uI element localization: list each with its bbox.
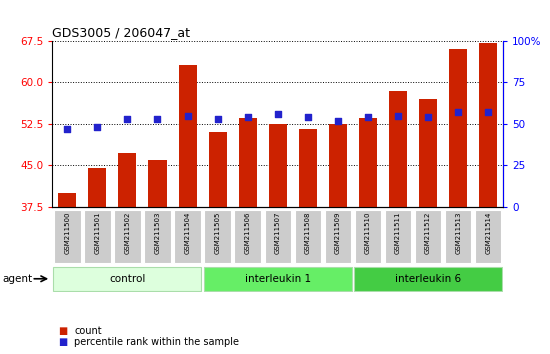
Bar xyxy=(269,124,287,207)
Bar xyxy=(89,168,106,207)
Text: GSM211511: GSM211511 xyxy=(395,212,401,254)
Text: GSM211513: GSM211513 xyxy=(455,212,461,254)
Text: GSM211504: GSM211504 xyxy=(185,212,190,254)
Bar xyxy=(329,124,347,207)
Point xyxy=(364,114,372,120)
FancyBboxPatch shape xyxy=(144,210,170,263)
FancyBboxPatch shape xyxy=(234,210,261,263)
Point xyxy=(243,114,252,120)
Point xyxy=(123,116,132,122)
Text: interleukin 6: interleukin 6 xyxy=(395,274,461,284)
FancyBboxPatch shape xyxy=(385,210,411,263)
FancyBboxPatch shape xyxy=(114,210,141,263)
Bar xyxy=(419,99,437,207)
Text: count: count xyxy=(74,326,102,336)
FancyBboxPatch shape xyxy=(295,210,321,263)
Text: GSM211510: GSM211510 xyxy=(365,212,371,254)
Point xyxy=(454,109,463,115)
Text: GSM211514: GSM211514 xyxy=(485,212,491,254)
Point xyxy=(424,114,432,120)
FancyBboxPatch shape xyxy=(324,210,351,263)
Point xyxy=(183,113,192,118)
FancyBboxPatch shape xyxy=(53,267,201,291)
FancyBboxPatch shape xyxy=(265,210,291,263)
Text: ■: ■ xyxy=(58,326,67,336)
Bar xyxy=(179,64,196,207)
Point xyxy=(394,113,403,118)
Point xyxy=(93,124,102,130)
Text: GSM211512: GSM211512 xyxy=(425,212,431,254)
Bar xyxy=(299,130,317,207)
FancyBboxPatch shape xyxy=(445,210,471,263)
Bar xyxy=(389,91,407,207)
Point xyxy=(333,118,342,124)
Text: GSM211508: GSM211508 xyxy=(305,212,311,254)
Text: GSM211503: GSM211503 xyxy=(155,212,161,254)
Bar xyxy=(148,160,167,207)
Text: GDS3005 / 206047_at: GDS3005 / 206047_at xyxy=(52,26,190,39)
Text: control: control xyxy=(109,274,146,284)
Text: ■: ■ xyxy=(58,337,67,347)
Text: GSM211502: GSM211502 xyxy=(124,212,130,254)
Point xyxy=(63,126,72,132)
Text: GSM211509: GSM211509 xyxy=(335,212,341,254)
Bar xyxy=(58,193,76,207)
FancyBboxPatch shape xyxy=(204,267,351,291)
Bar xyxy=(239,118,257,207)
FancyBboxPatch shape xyxy=(54,210,80,263)
Bar xyxy=(449,49,467,207)
Text: GSM211507: GSM211507 xyxy=(275,212,280,254)
FancyBboxPatch shape xyxy=(354,267,502,291)
Text: GSM211501: GSM211501 xyxy=(95,212,100,254)
Text: GSM211500: GSM211500 xyxy=(64,212,70,254)
Text: interleukin 1: interleukin 1 xyxy=(245,274,311,284)
Point xyxy=(213,116,222,122)
Point xyxy=(153,116,162,122)
Bar xyxy=(359,118,377,207)
Point xyxy=(484,109,493,115)
FancyBboxPatch shape xyxy=(475,210,502,263)
Text: percentile rank within the sample: percentile rank within the sample xyxy=(74,337,239,347)
Text: agent: agent xyxy=(3,274,33,284)
FancyBboxPatch shape xyxy=(355,210,381,263)
FancyBboxPatch shape xyxy=(84,210,111,263)
Point xyxy=(304,114,312,120)
Text: GSM211506: GSM211506 xyxy=(245,212,251,254)
Bar xyxy=(208,132,227,207)
Bar xyxy=(479,44,497,207)
Point xyxy=(273,111,282,117)
Bar xyxy=(118,153,136,207)
Text: GSM211505: GSM211505 xyxy=(214,212,221,254)
FancyBboxPatch shape xyxy=(174,210,201,263)
FancyBboxPatch shape xyxy=(415,210,441,263)
FancyBboxPatch shape xyxy=(205,210,231,263)
